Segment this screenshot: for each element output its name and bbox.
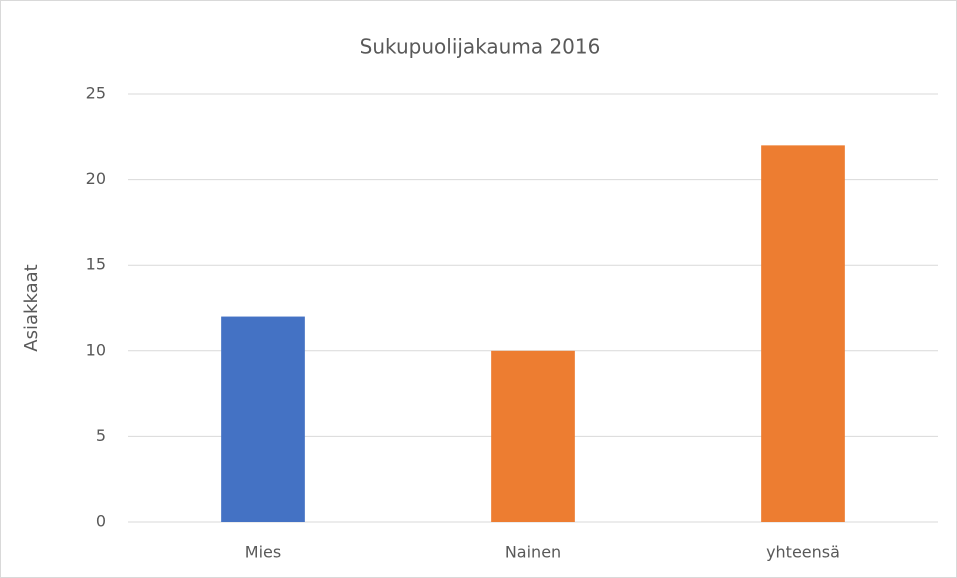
bar [221,316,305,522]
bar [761,145,845,523]
x-tick-label: Mies [245,543,281,562]
y-tick-label: 20 [86,169,106,188]
x-tick-label: yhteensä [766,543,840,562]
y-tick-label: 0 [96,512,106,531]
y-tick-label: 10 [86,340,106,359]
chart-title: Sukupuolijakauma 2016 [360,35,601,59]
y-tick-label: 5 [96,426,106,445]
bar [491,350,575,522]
y-tick-label: 25 [86,84,106,103]
y-tick-label: 15 [86,255,106,274]
y-axis-label: Asiakkaat [21,264,42,351]
x-tick-label: Nainen [505,543,561,562]
